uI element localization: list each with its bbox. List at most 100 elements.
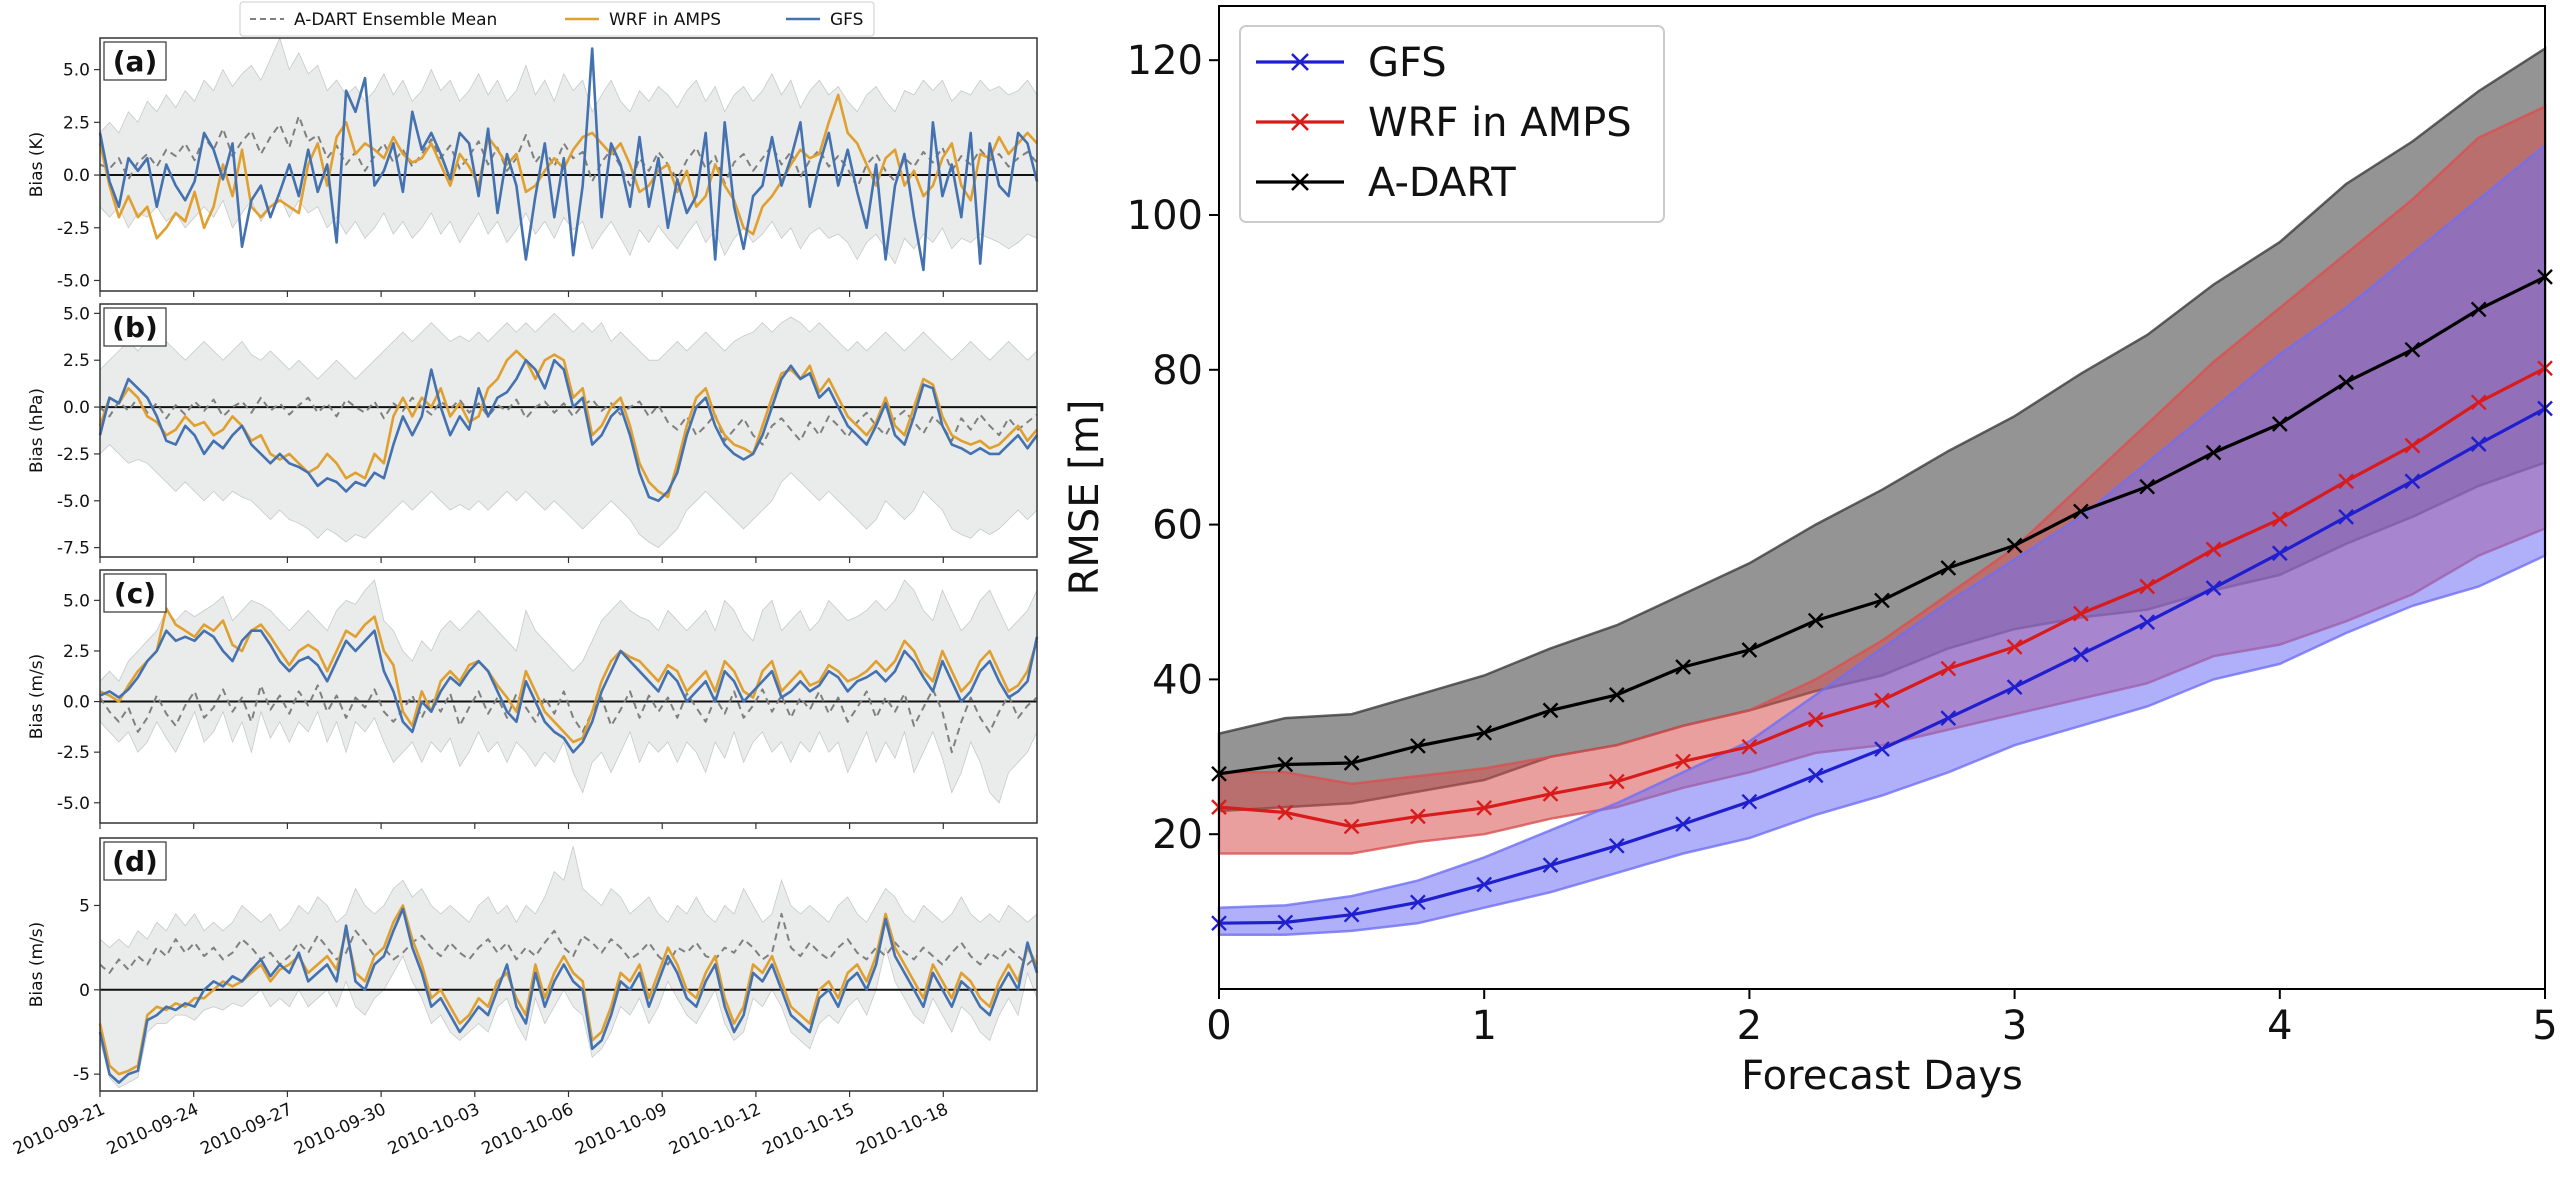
y-tick-label: 60 bbox=[1152, 503, 1203, 549]
marker-gfs bbox=[1741, 793, 1758, 810]
x-tick-label: 1 bbox=[1471, 1003, 1496, 1049]
marker-wrf bbox=[2271, 511, 2288, 528]
marker-adart bbox=[2470, 301, 2487, 318]
y-axis-label: Bias (K) bbox=[27, 132, 47, 197]
marker-wrf bbox=[1741, 738, 1758, 755]
y-tick-label: -5 bbox=[73, 1065, 90, 1085]
panel-label: (c) bbox=[114, 577, 156, 610]
panel-b: -7.5 -5.0 -2.5 0.0 2.5 5.0 Bias (hPa) (b) bbox=[27, 303, 1039, 563]
y-tick-label: 80 bbox=[1152, 348, 1203, 394]
marker-adart bbox=[1476, 724, 1493, 741]
y-tick-label: 0 bbox=[79, 981, 90, 1001]
marker-adart bbox=[1343, 755, 1360, 771]
marker-gfs bbox=[1542, 857, 1559, 874]
marker-adart bbox=[1675, 659, 1691, 675]
series-line-wrf bbox=[98, 349, 1038, 499]
marker-wrf bbox=[1940, 660, 1957, 677]
marker-adart bbox=[2338, 374, 2354, 391]
marker-gfs bbox=[1608, 837, 1625, 854]
marker-gfs bbox=[2139, 614, 2156, 630]
marker-wrf bbox=[2139, 578, 2156, 595]
y-tick-label: 0.0 bbox=[63, 693, 90, 713]
legend-label-wrf: WRF in AMPS bbox=[609, 10, 721, 30]
y-tick-label: 2.5 bbox=[63, 642, 90, 662]
y-tick-label: -5.0 bbox=[57, 794, 90, 814]
y-tick-label: 5.0 bbox=[63, 591, 90, 611]
marker-adart bbox=[1410, 738, 1426, 754]
legend-frame bbox=[1239, 25, 1665, 223]
x-axis-label: Forecast Days bbox=[1741, 1053, 2023, 1099]
panel-label-box bbox=[103, 841, 167, 881]
y-axis-label: Bias (m/s) bbox=[27, 922, 47, 1007]
marker-gfs bbox=[1410, 894, 1426, 911]
legend-marker-wrf bbox=[1291, 113, 1309, 131]
series-line-adart-mean bbox=[99, 912, 1038, 974]
x-tick-label: 3 bbox=[2002, 1003, 2027, 1049]
marker-adart bbox=[1277, 756, 1294, 773]
legend-marker-gfs bbox=[1291, 53, 1309, 71]
x-tick-label: 4 bbox=[2267, 1003, 2292, 1049]
x-tick-label: 2 bbox=[1737, 1003, 1762, 1049]
marker-gfs bbox=[1343, 906, 1360, 923]
marker-wrf bbox=[1807, 711, 1824, 728]
marker-wrf bbox=[2338, 473, 2354, 490]
y-tick-label: -2.5 bbox=[57, 743, 90, 763]
y-tick-label: 0.0 bbox=[63, 398, 90, 418]
marker-adart bbox=[1608, 687, 1625, 703]
y-tick-label: 40 bbox=[1152, 657, 1203, 703]
legend-marker-adart bbox=[1291, 173, 1309, 191]
marker-wrf bbox=[2205, 541, 2222, 558]
y-tick-label: 5 bbox=[79, 896, 90, 916]
left-legend: A-DART Ensemble Mean WRF in AMPS GFS bbox=[239, 1, 875, 37]
y-axis-label: RMSE [m] bbox=[1062, 400, 1108, 596]
series-line-adart-mean bbox=[99, 684, 1038, 754]
marker-gfs bbox=[1675, 816, 1691, 832]
marker-adart bbox=[2205, 444, 2222, 461]
y-tick-label: 5.0 bbox=[63, 304, 90, 324]
legend-label-wrf: WRF in AMPS bbox=[1368, 100, 1632, 146]
y-tick-label: 2.5 bbox=[63, 351, 90, 371]
series-line-gfs bbox=[99, 629, 1039, 754]
series-line-gfs bbox=[98, 47, 1039, 272]
marker-gfs bbox=[2006, 679, 2023, 695]
y-tick-label: 2.5 bbox=[63, 113, 90, 133]
marker-wrf bbox=[1608, 773, 1625, 790]
marker-wrf bbox=[1476, 800, 1493, 816]
y-tick-label: -5.0 bbox=[57, 492, 90, 512]
rmse-legend: GFS WRF in AMPS A-DART bbox=[1239, 25, 1665, 223]
marker-adart bbox=[2404, 341, 2421, 358]
y-axis-label: Bias (m/s) bbox=[27, 654, 47, 739]
panel-label-box bbox=[103, 573, 167, 613]
marker-gfs bbox=[1476, 876, 1493, 893]
legend-label-gfs: GFS bbox=[830, 10, 863, 30]
series-line-wrf bbox=[99, 607, 1039, 744]
series-line-adart-mean bbox=[99, 396, 1038, 446]
panel-label: (a) bbox=[113, 45, 158, 78]
marker-adart bbox=[1741, 642, 1758, 658]
x-tick-label: 0 bbox=[1206, 1003, 1231, 1049]
marker-adart bbox=[1874, 592, 1890, 609]
marker-wrf bbox=[2006, 639, 2023, 655]
x-tick-label: 2010-10-12 bbox=[666, 1099, 764, 1159]
marker-gfs bbox=[1874, 741, 1890, 757]
marker-gfs bbox=[2073, 646, 2089, 663]
marker-wrf bbox=[1874, 692, 1890, 709]
x-tick-label: 2010-10-09 bbox=[572, 1099, 670, 1159]
y-tick-label: 20 bbox=[1152, 812, 1203, 858]
legend-label-adart: A-DART Ensemble Mean bbox=[294, 10, 497, 30]
marker-wrf bbox=[1542, 786, 1559, 802]
marker-gfs bbox=[2271, 545, 2288, 562]
marker-wrf bbox=[2470, 394, 2487, 411]
x-tick-label: 2010-09-24 bbox=[104, 1099, 202, 1159]
marker-wrf bbox=[1675, 753, 1691, 770]
marker-adart bbox=[2271, 416, 2288, 432]
plot-frame bbox=[1218, 5, 2546, 990]
marker-gfs bbox=[2404, 473, 2421, 490]
x-tick-label: 2010-10-06 bbox=[479, 1099, 577, 1159]
series-line-gfs bbox=[98, 907, 1039, 1084]
y-tick-label: 120 bbox=[1127, 38, 1203, 84]
y-tick-label: -2.5 bbox=[57, 219, 90, 239]
marker-adart bbox=[2006, 537, 2023, 554]
